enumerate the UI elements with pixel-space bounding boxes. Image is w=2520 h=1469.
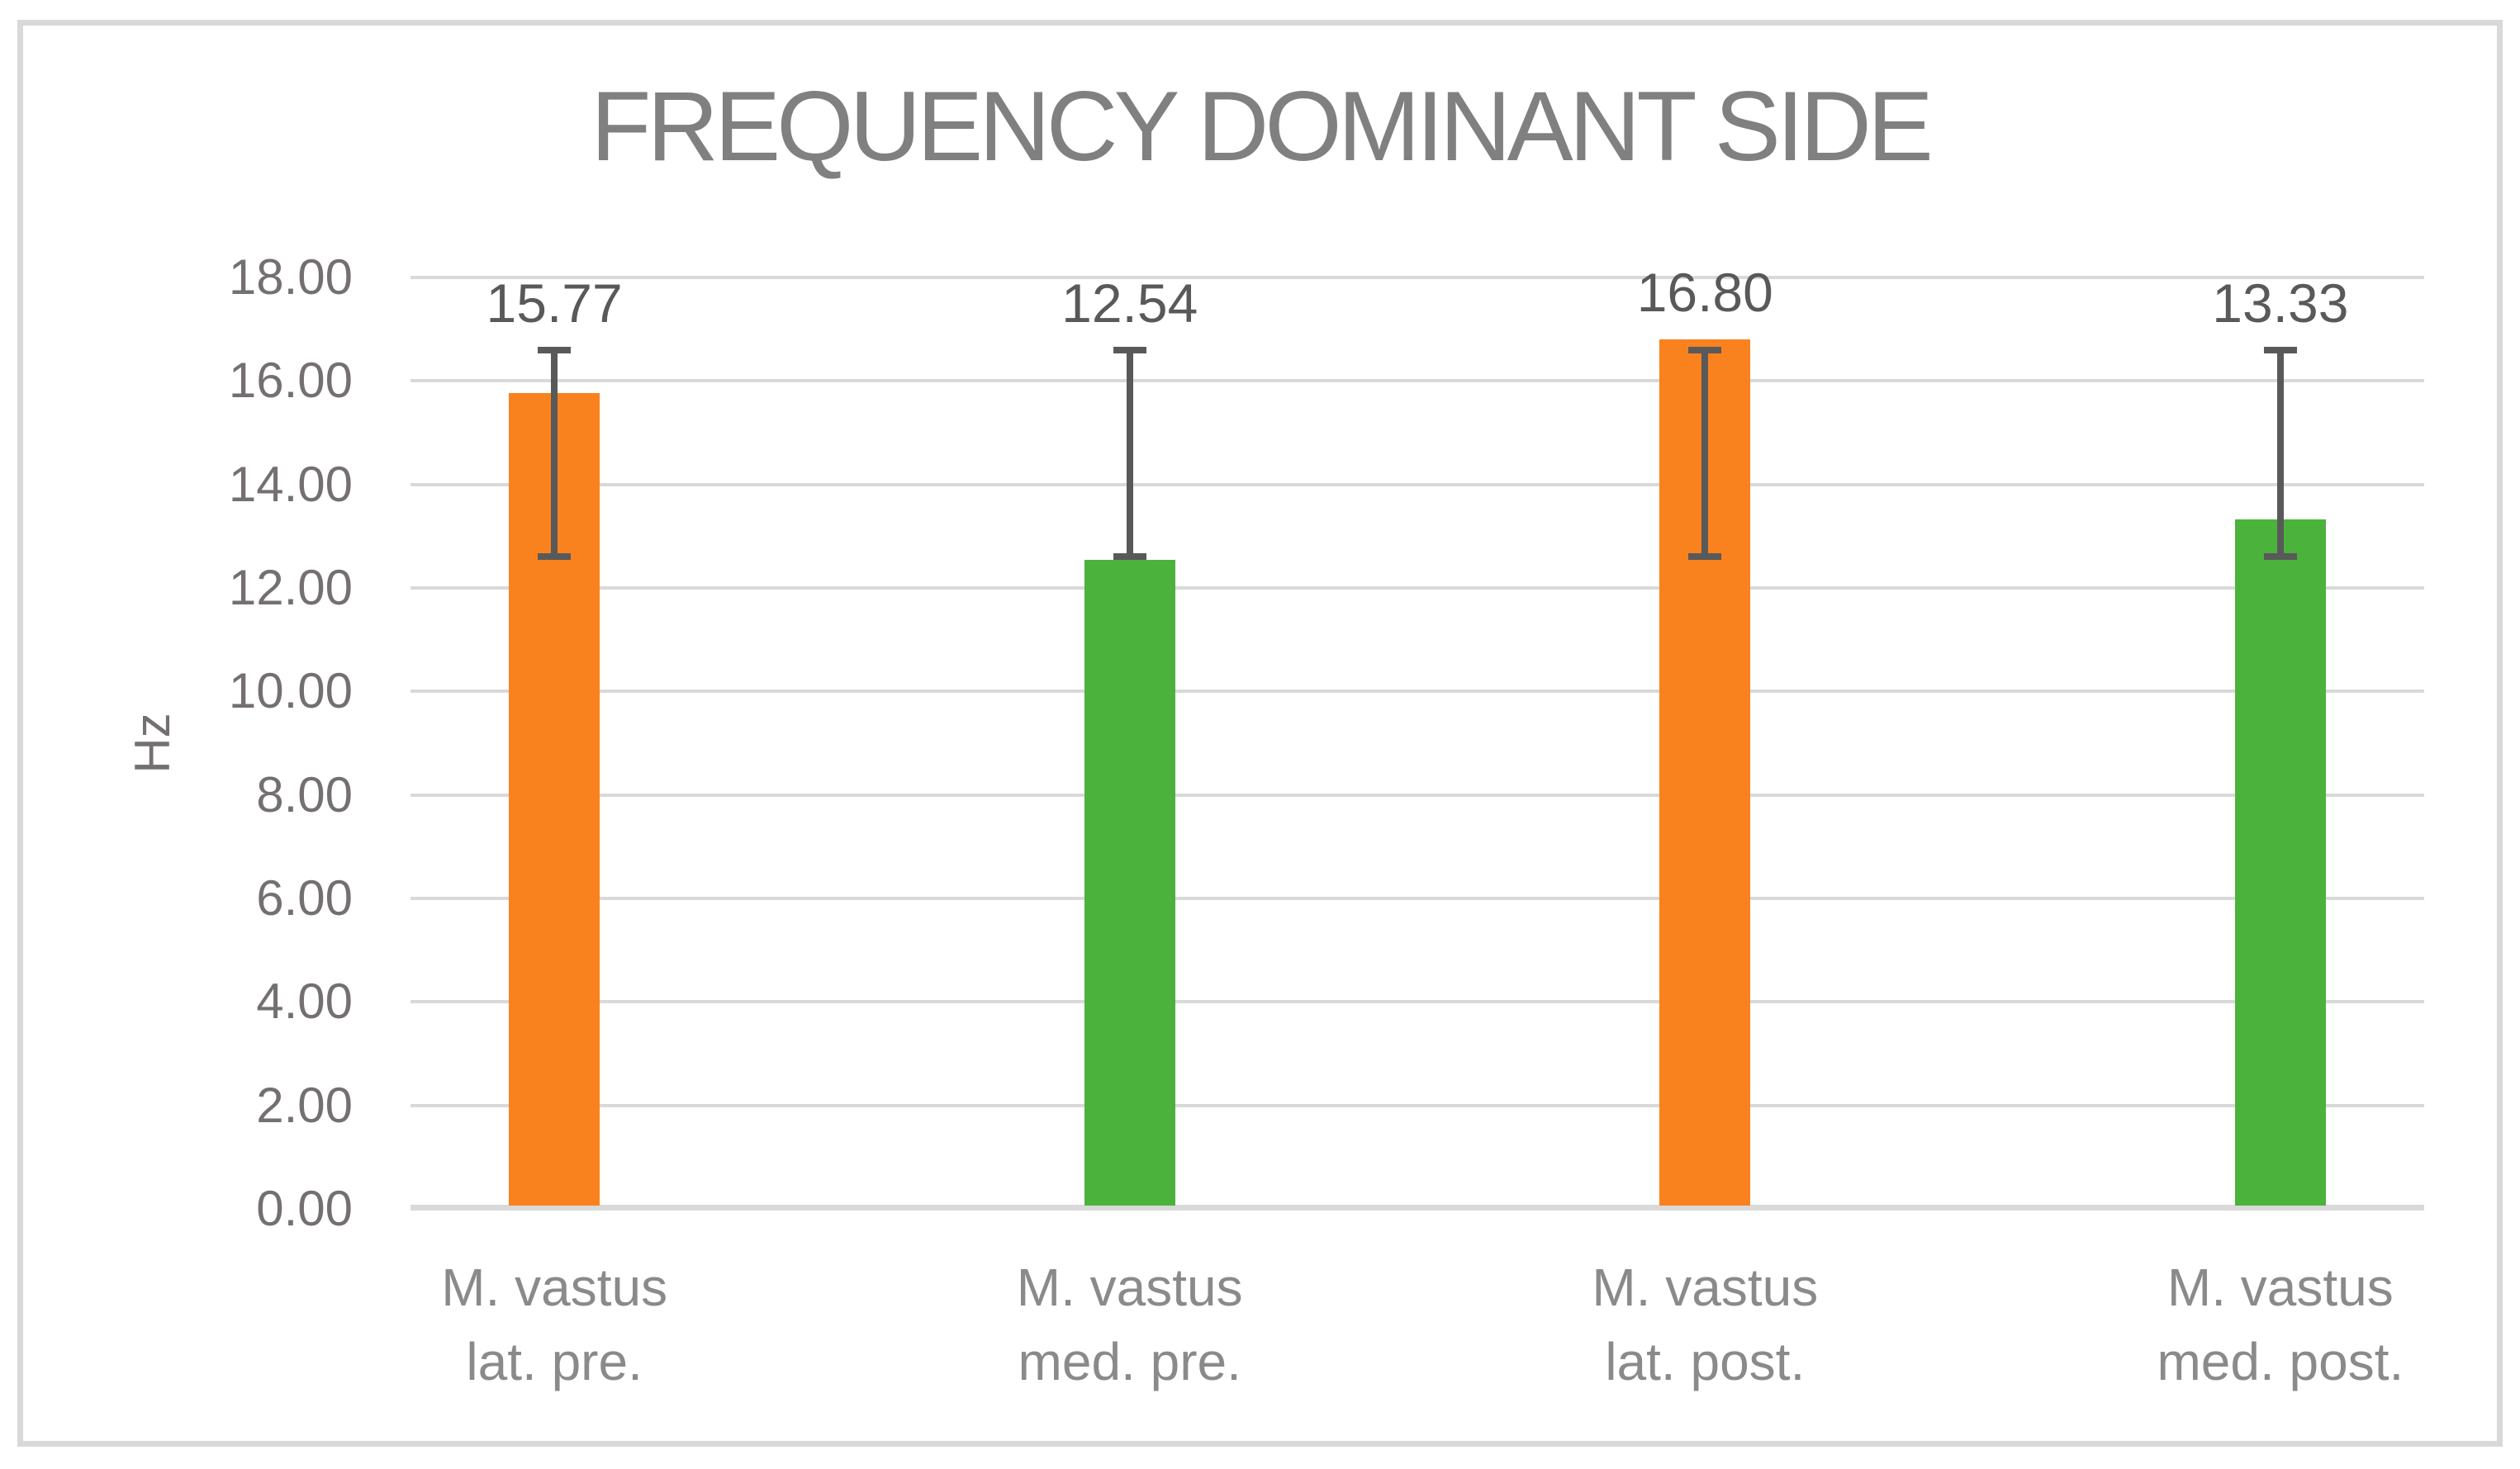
category-label-line1: M. vastus <box>1592 1258 1819 1317</box>
x-axis-line <box>411 1205 2424 1211</box>
y-axis-tick-label: 12.00 <box>228 560 353 615</box>
error-bar-top-cap <box>1688 346 1722 353</box>
category-label-line2: med. pre. <box>1018 1332 1241 1391</box>
category-label: M. vastus lat. pre. <box>290 1250 819 1399</box>
y-axis-tick-label: 6.00 <box>256 870 353 926</box>
category-label: M. vastus lat. post. <box>1440 1250 1969 1399</box>
error-bar-bottom-cap <box>538 553 572 561</box>
error-bar-line <box>2276 349 2284 557</box>
y-axis-tick-label: 4.00 <box>256 974 353 1030</box>
error-bar-line <box>551 349 558 557</box>
bar <box>2234 519 2326 1206</box>
gridline <box>411 897 2424 900</box>
y-axis-tick-label: 0.00 <box>256 1181 353 1236</box>
category-label-line2: med. post. <box>2157 1332 2404 1391</box>
gridline <box>411 793 2424 797</box>
bar-data-label: 15.77 <box>486 272 623 334</box>
error-bar-top-cap <box>1113 346 1146 353</box>
bar <box>1084 560 1175 1206</box>
error-bar-top-cap <box>538 346 572 353</box>
gridline <box>411 482 2424 486</box>
y-axis-tick-label: 8.00 <box>256 766 353 822</box>
gridline <box>411 276 2424 279</box>
chart-title: FREQUENCY DOMINANT SIDE <box>591 71 1934 182</box>
category-label-line1: M. vastus <box>1016 1258 1243 1317</box>
category-label-line1: M. vastus <box>2166 1258 2394 1317</box>
error-bar-bottom-cap <box>2263 553 2297 561</box>
error-bar-line <box>1126 349 1133 557</box>
gridline <box>411 379 2424 383</box>
bar-data-label: 16.80 <box>1636 262 1773 324</box>
y-axis-tick-label: 2.00 <box>256 1077 353 1133</box>
y-axis-tick-label: 18.00 <box>228 249 353 305</box>
error-bar-bottom-cap <box>1113 553 1146 561</box>
category-label-line2: lat. post. <box>1605 1332 1806 1391</box>
category-label-line1: M. vastus <box>441 1258 668 1317</box>
category-label: M. vastus med. pre. <box>866 1250 1394 1399</box>
bar-data-label: 12.54 <box>1061 272 1198 334</box>
error-bar-bottom-cap <box>1688 553 1722 561</box>
gridline <box>411 1000 2424 1004</box>
gridline <box>411 586 2424 590</box>
error-bar-top-cap <box>2263 346 2297 353</box>
y-axis-tick-label: 10.00 <box>228 663 353 719</box>
bar-data-label: 13.33 <box>2212 272 2349 334</box>
y-axis-tick-label: 14.00 <box>228 456 353 512</box>
gridline <box>411 1103 2424 1107</box>
error-bar-line <box>1701 349 1709 557</box>
category-label: M. vastus med. post. <box>2016 1250 2520 1399</box>
gridline <box>411 689 2424 694</box>
y-axis-tick-label: 16.00 <box>228 353 353 409</box>
category-label-line2: lat. pre. <box>466 1332 643 1391</box>
